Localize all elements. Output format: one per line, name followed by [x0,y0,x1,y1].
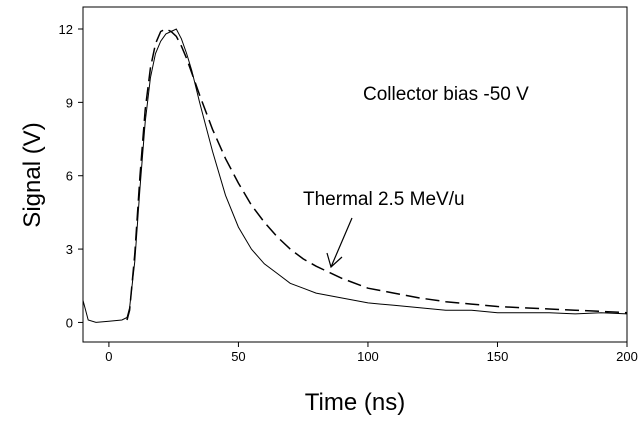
y-tick-label: 0 [66,315,73,330]
y-tick-label: 3 [66,242,73,257]
y-tick-label: 9 [66,95,73,110]
plot-frame [82,6,628,343]
y-axis-label: Signal (V) [19,122,46,227]
x-axis-label: Time (ns) [305,389,405,416]
data-line [126,28,628,321]
x-tick-label: 50 [231,349,245,364]
y-tick-label: 6 [66,169,73,184]
annotation: Collector bias -50 V [363,84,529,105]
data-line [82,28,628,323]
x-tick-label: 150 [487,349,509,364]
x-tick-label: 0 [105,349,112,364]
annotation: Thermal 2.5 MeV/u [303,189,465,210]
y-tick-label: 12 [59,22,73,37]
annotation-arrow [326,217,353,269]
x-tick-label: 200 [616,349,638,364]
x-tick-label: 100 [357,349,379,364]
